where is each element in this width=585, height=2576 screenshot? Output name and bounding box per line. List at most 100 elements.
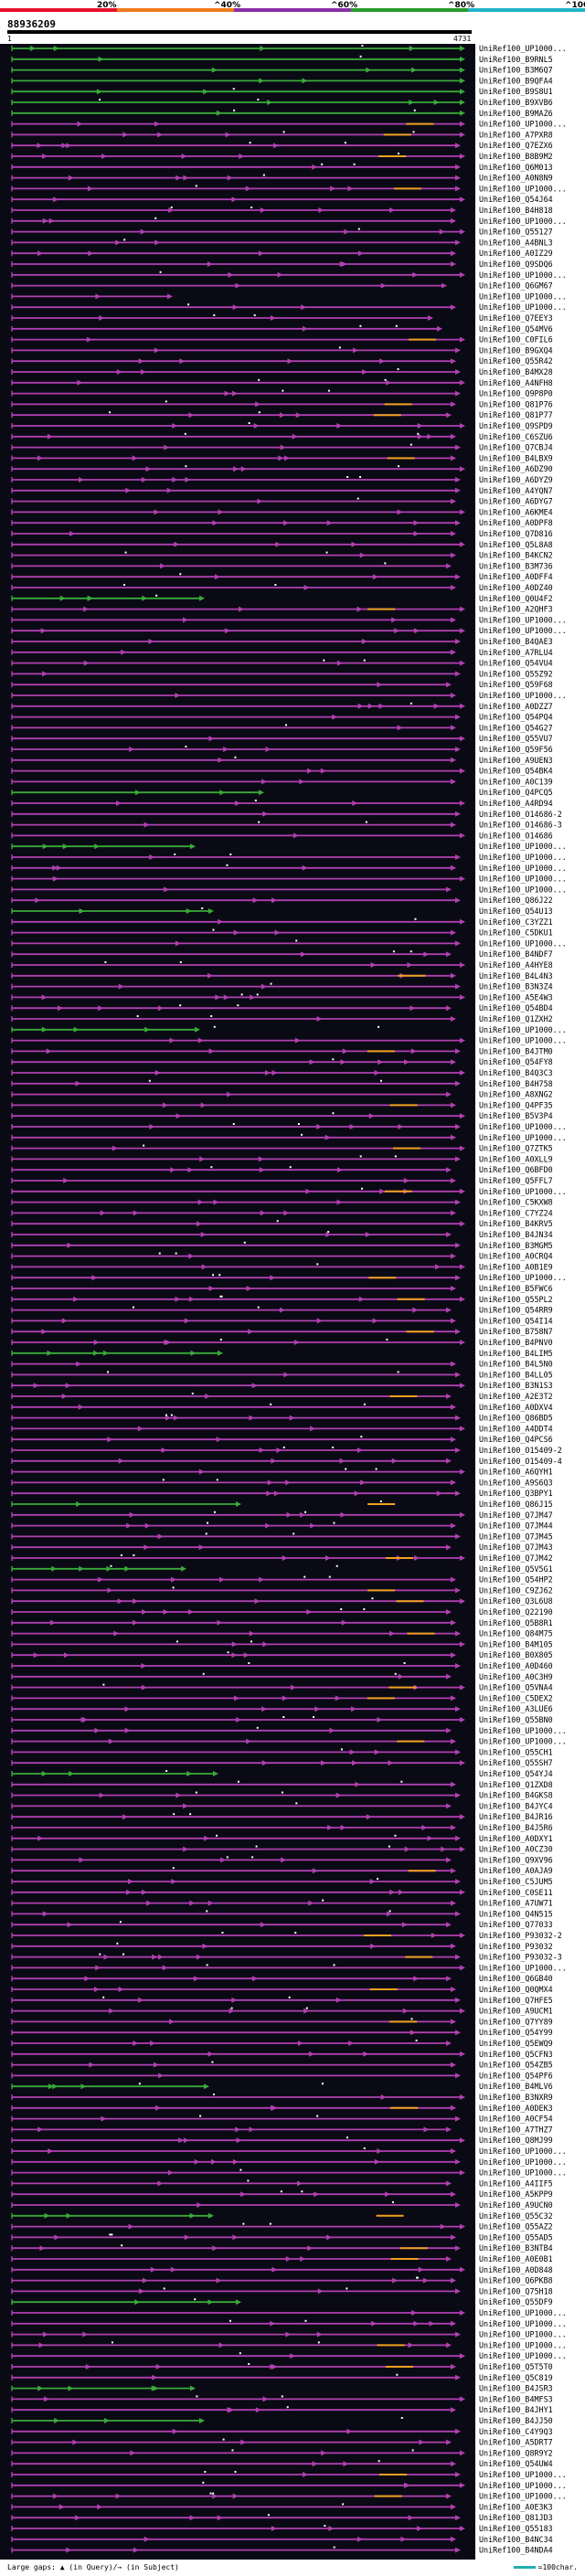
hit-end-arrow	[460, 2526, 465, 2531]
hit-segment-arrow	[217, 2515, 223, 2521]
hit-segment-arrow	[74, 2515, 80, 2521]
hit-segment-arrow	[227, 1091, 233, 1097]
hit-row: UniRef100_B9XVB6	[11, 98, 553, 107]
hit-end-arrow	[451, 757, 456, 763]
hit-segment-arrow	[423, 2126, 430, 2133]
hit-segment-arrow	[52, 2083, 58, 2090]
hit-segment-arrow	[312, 164, 318, 170]
gap-marker	[410, 702, 412, 705]
gap-marker	[286, 2406, 289, 2409]
hit-segment-arrow	[48, 2148, 54, 2154]
hit-end-arrow	[451, 2019, 456, 2025]
hit-segment-arrow	[187, 1167, 194, 1173]
gap-marker	[124, 551, 127, 554]
hit-end-arrow	[460, 78, 465, 84]
gap-marker	[413, 109, 416, 111]
hit-row: UniRef100_C3YZZ1	[11, 917, 553, 927]
hit-end-arrow	[455, 2245, 461, 2252]
hit-end-arrow	[460, 121, 465, 127]
hit-label: UniRef100_C0FIL6	[479, 335, 553, 345]
hit-segment-arrow	[37, 1835, 44, 1841]
hit-label: UniRef100_A0D460	[479, 1661, 553, 1670]
hit-row: UniRef100_Q7JM45	[11, 1532, 553, 1541]
hit-row: UniRef100_A0E3K3	[11, 2502, 553, 2511]
hit-segment-arrow	[144, 1544, 150, 1551]
hit-end-arrow	[451, 455, 456, 461]
hit-row: UniRef100_Q55AD5	[11, 2232, 553, 2242]
hit-label: UniRef100_A0DZ40	[479, 583, 553, 592]
hit-segment-arrow	[262, 811, 269, 817]
hit-segment-arrow	[189, 2212, 196, 2219]
gap-marker	[109, 411, 112, 414]
hit-segment-arrow	[297, 2041, 303, 2046]
hit-segment-arrow	[124, 1565, 131, 1572]
gap-marker	[346, 2287, 348, 2290]
hit-end-arrow	[213, 1771, 218, 1776]
hit-row: UniRef100_A7UW71	[11, 1899, 553, 1908]
hit-segment-arrow	[340, 1511, 346, 1518]
hit-row: UniRef100_Q9P8P0	[11, 389, 553, 398]
gap-marker	[227, 1651, 229, 1654]
hit-row: UniRef100_A0DEK3	[11, 2104, 553, 2113]
hit-label: UniRef100_UP1000...	[479, 1737, 567, 1746]
hit-segment-arrow	[249, 1630, 255, 1637]
hit-label: UniRef100_UP1000...	[479, 270, 567, 280]
hit-segment-arrow	[69, 531, 75, 536]
hit-label: UniRef100_Q84M75	[479, 1629, 553, 1638]
hit-segment-arrow	[351, 1706, 357, 1712]
hit-label: UniRef100_C7YZ24	[479, 1208, 553, 1217]
hit-end-arrow	[455, 714, 461, 720]
hit-end-arrow	[460, 466, 465, 472]
hit-end-arrow	[451, 2234, 456, 2241]
hit-segment-arrow	[360, 1479, 367, 1486]
hit-segment-arrow	[400, 2536, 407, 2542]
hit-end-arrow	[236, 2299, 241, 2306]
hit-segment-arrow	[341, 1619, 347, 1626]
hit-end-arrow	[460, 1037, 465, 1044]
hit-label: UniRef100_A0AJA9	[479, 1866, 553, 1875]
hit-segment-arrow	[289, 1415, 295, 1421]
hit-segment-arrow	[309, 1059, 315, 1065]
hit-segment-arrow	[207, 2299, 214, 2306]
hit-end-arrow	[460, 379, 465, 386]
hit-segment-arrow	[148, 639, 154, 644]
hit-segment-arrow	[379, 1188, 386, 1194]
hit-end-arrow	[455, 1587, 461, 1594]
gap-marker	[247, 2179, 250, 2182]
hit-label: UniRef100_B9S8U1	[479, 87, 553, 96]
hit-end-arrow	[455, 1199, 461, 1205]
hit-segment-arrow	[317, 2288, 324, 2295]
hit-segment-arrow	[188, 412, 195, 419]
legend-swatch	[513, 2566, 536, 2569]
hit-label: UniRef100_B4KCN2	[479, 551, 553, 560]
hit-row: UniRef100_B5V3P4	[11, 1111, 553, 1120]
hit-segment-arrow	[103, 1954, 110, 1960]
hit-row: UniRef100_Q54J64	[11, 195, 553, 204]
hit-segment-arrow	[413, 628, 420, 634]
hit-segment-arrow	[297, 2180, 303, 2187]
scale-segment-5	[468, 8, 585, 12]
hit-segment-arrow	[142, 2277, 148, 2284]
hit-row: UniRef100_UP1000...	[11, 2351, 567, 2360]
hit-label: UniRef100_A6DYG7	[479, 497, 553, 506]
hit-segment-arrow	[413, 2320, 420, 2327]
hit-row: UniRef100_Q3BPY1	[11, 1489, 553, 1498]
gap-marker	[211, 2061, 214, 2063]
hit-label: UniRef100_O15409-2	[479, 1446, 562, 1455]
gap-marker	[378, 1025, 380, 1028]
hit-label: UniRef100_B4QAE3	[479, 637, 553, 646]
hit-end-arrow	[446, 1857, 452, 1863]
hit-segment-arrow	[152, 2374, 158, 2380]
hit-segment-arrow	[245, 186, 251, 192]
hit-end-arrow	[455, 940, 461, 947]
hit-segment-arrow	[98, 1005, 104, 1012]
hit-row: UniRef100_Q54PF6	[11, 2071, 553, 2080]
hit-segment-arrow	[302, 78, 308, 84]
hit-segment-arrow	[359, 552, 366, 558]
hit-label: UniRef100_B4LBX9	[479, 453, 553, 462]
hit-end-arrow	[460, 154, 465, 159]
hit-label: UniRef100_UP1000...	[479, 2168, 567, 2178]
hit-segment-arrow	[370, 962, 377, 968]
hit-label: UniRef100_Q55127	[479, 228, 553, 237]
hit-row: UniRef100_Q0U4F2	[11, 594, 553, 603]
